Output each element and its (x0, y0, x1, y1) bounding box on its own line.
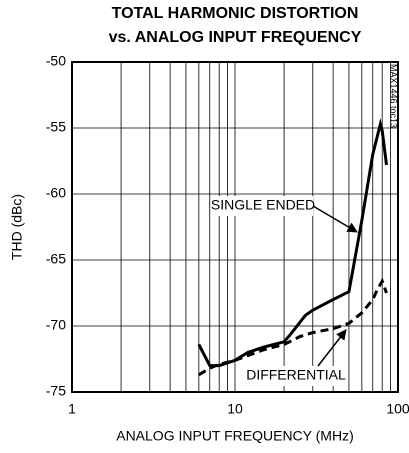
chart-title: TOTAL HARMONIC DISTORTION (112, 5, 359, 22)
y-tick-label: -55 (46, 119, 66, 135)
legend-label: DIFFERENTIAL (246, 367, 346, 383)
legend-label: SINGLE ENDED (211, 197, 315, 213)
x-tick-label: 100 (386, 401, 409, 417)
y-tick-label: -75 (46, 383, 66, 399)
annotation-arrow (312, 205, 358, 233)
annotation-bg (213, 196, 313, 216)
x-tick-label: 1 (68, 401, 76, 417)
series-line (197, 118, 388, 368)
plot-frame (71, 61, 399, 393)
side-note: MAX1446 toc13 (389, 64, 399, 128)
y-tick-label: -65 (46, 251, 66, 267)
x-axis-label: ANALOG INPUT FREQUENCY (MHz) (116, 428, 354, 444)
annotation-arrow (317, 329, 347, 367)
chart-subtitle: vs. ANALOG INPUT FREQUENCY (109, 29, 362, 46)
y-tick-label: -60 (46, 185, 66, 201)
annotation-bg (245, 366, 347, 386)
series-line (198, 277, 388, 377)
y-tick-label: -70 (46, 317, 66, 333)
x-tick-label: 10 (227, 401, 243, 417)
y-axis-label: THD (dBc) (9, 194, 25, 260)
y-tick-label: -50 (46, 53, 66, 69)
